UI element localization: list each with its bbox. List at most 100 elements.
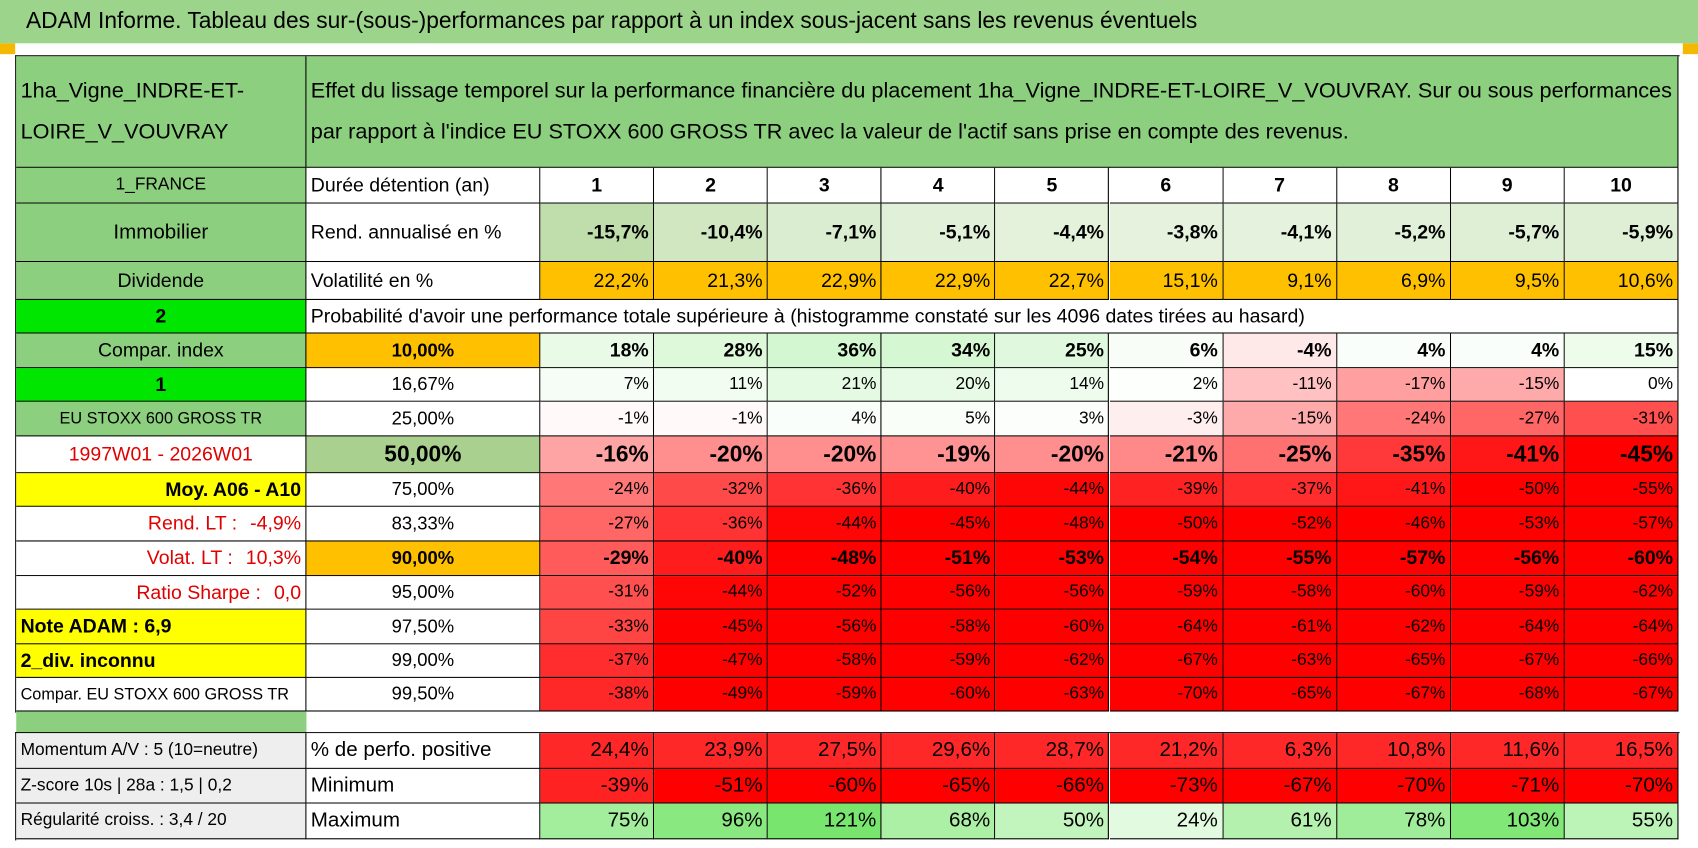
row-label: Volatilité en %: [306, 262, 541, 300]
quantile-cell: -40%: [654, 541, 768, 577]
quantile-cell: -44%: [767, 506, 882, 542]
summary-cell: -65%: [881, 768, 996, 804]
quantile-cell: -1%: [540, 401, 655, 437]
quantile-cell: -52%: [767, 576, 882, 610]
quantile-cell: -66%: [1564, 644, 1679, 678]
quantile-cell: 11%: [654, 368, 768, 402]
quantile-cell: -16%: [540, 436, 655, 474]
quantile-cell: -29%: [540, 541, 655, 577]
summary-cell: 68%: [881, 803, 996, 840]
side-label: 1_FRANCE: [16, 167, 307, 204]
quantile-cell: -58%: [881, 609, 996, 645]
quantile-cell: 2%: [1109, 368, 1224, 402]
side-value: 10,3%: [245, 546, 302, 569]
quantile-cell: -15%: [1223, 401, 1338, 437]
stat-cell: -4,1%: [1223, 203, 1338, 263]
stat-cell: 9,1%: [1223, 262, 1338, 300]
summary-cell: 6,3%: [1223, 733, 1338, 769]
quantile-cell: -27%: [1450, 401, 1565, 437]
quantile-cell: -44%: [654, 576, 768, 610]
quantile-cell: -15%: [1450, 368, 1565, 402]
quantile-cell: -62%: [1337, 609, 1451, 645]
column-header: 3: [767, 167, 882, 204]
description: Effet du lissage temporel sur la perform…: [306, 56, 1679, 168]
row-label: Rend. annualisé en %: [306, 203, 541, 263]
summary-cell: 24%: [1109, 803, 1224, 840]
summary-cell: 96%: [654, 803, 768, 840]
quantile-cell: 21%: [767, 368, 882, 402]
quantile-cell: -70%: [1109, 677, 1224, 712]
quantile-cell: -32%: [654, 473, 768, 507]
quantile-cell: -48%: [995, 506, 1110, 542]
stat-cell: 10,6%: [1564, 262, 1679, 300]
side-label: 1: [16, 368, 307, 402]
quantile-label: 95,00%: [306, 576, 541, 610]
quantile-cell: -41%: [1337, 473, 1451, 507]
quantile-cell: -58%: [1223, 576, 1338, 610]
side-label: Compar. EU STOXX 600 GROSS TR: [16, 677, 307, 712]
quantile-cell: -62%: [1564, 576, 1679, 610]
side-label: 1997W01 - 2026W01: [16, 436, 307, 474]
quantile-cell: -46%: [1337, 506, 1451, 542]
quantile-cell: -65%: [1223, 677, 1338, 712]
quantile-cell: -24%: [1337, 401, 1451, 437]
summary-cell: 55%: [1564, 803, 1679, 840]
quantile-cell: -59%: [881, 644, 996, 678]
quantile-cell: -56%: [1450, 541, 1565, 577]
quantile-cell: -39%: [1109, 473, 1224, 507]
quantile-cell: -48%: [767, 541, 882, 577]
summary-cell: -70%: [1564, 768, 1679, 804]
asset-name: 1ha_Vigne_INDRE-ET-LOIRE_V_VOUVRAY: [16, 56, 307, 168]
quantile-label: 75,00%: [306, 473, 541, 507]
side-label: Immobilier: [16, 203, 307, 263]
side-label: Régularité croiss. : 3,4 / 20: [16, 803, 307, 840]
quantile-label: 50,00%: [306, 436, 541, 474]
row-label: Durée détention (an): [306, 167, 541, 204]
quantile-label: 25,00%: [306, 401, 541, 437]
summary-cell: -66%: [995, 768, 1110, 804]
summary-cell: 16,5%: [1564, 733, 1679, 769]
stat-cell: -5,1%: [881, 203, 996, 263]
stat-cell: -3,8%: [1109, 203, 1224, 263]
summary-cell: 103%: [1450, 803, 1565, 840]
quantile-cell: -67%: [1109, 644, 1224, 678]
stat-cell: -5,9%: [1564, 203, 1679, 263]
column-header: 9: [1450, 167, 1565, 204]
quantile-label: 90,00%: [306, 541, 541, 577]
quantile-cell: -61%: [1223, 609, 1338, 645]
quantile-cell: -11%: [1223, 368, 1338, 402]
quantile-cell: -35%: [1337, 436, 1451, 474]
quantile-cell: -45%: [1564, 436, 1679, 474]
summary-cell: 27,5%: [767, 733, 882, 769]
summary-cell: 61%: [1223, 803, 1338, 840]
quantile-cell: -47%: [654, 644, 768, 678]
quantile-cell: -64%: [1564, 609, 1679, 645]
quantile-cell: -63%: [1223, 644, 1338, 678]
quantile-cell: -31%: [540, 576, 655, 610]
quantile-cell: -59%: [1450, 576, 1565, 610]
column-header: 8: [1337, 167, 1451, 204]
side-label: 2_div. inconnu: [16, 644, 307, 678]
summary-frame: [15, 732, 1680, 841]
quantile-cell: -41%: [1450, 436, 1565, 474]
side-key: Volat. LT :: [146, 546, 233, 569]
quantile-cell: -20%: [654, 436, 768, 474]
quantile-cell: -44%: [995, 473, 1110, 507]
side-key: Rend. LT :: [147, 512, 238, 534]
quantile-cell: -56%: [881, 576, 996, 610]
quantile-cell: -38%: [540, 677, 655, 712]
column-header: 2: [654, 167, 768, 204]
quantile-cell: -58%: [767, 644, 882, 678]
summary-cell: 29,6%: [881, 733, 996, 769]
quantile-cell: 15%: [1564, 333, 1679, 369]
quantile-cell: 36%: [767, 333, 882, 369]
quantile-cell: -33%: [540, 609, 655, 645]
quantile-label: 83,33%: [306, 506, 541, 542]
quantile-cell: -59%: [1109, 576, 1224, 610]
quantile-cell: -25%: [1223, 436, 1338, 474]
summary-cell: 21,2%: [1109, 733, 1224, 769]
summary-cell: -60%: [767, 768, 882, 804]
quantile-cell: 3%: [995, 401, 1110, 437]
quantile-cell: 20%: [881, 368, 996, 402]
summary-cell: -51%: [654, 768, 768, 804]
